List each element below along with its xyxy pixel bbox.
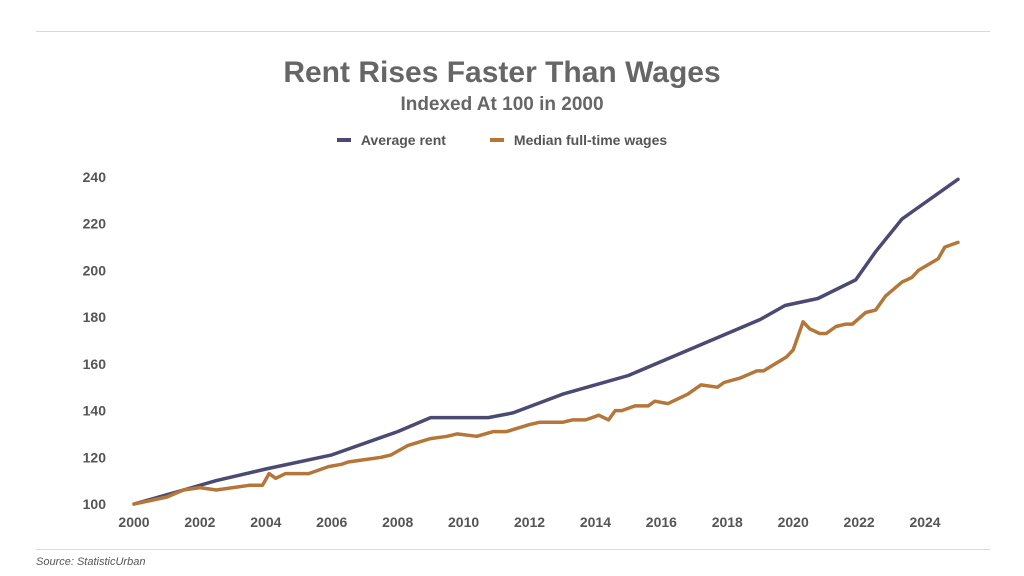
y-tick-label: 140 [83,403,107,419]
y-tick-label: 120 [83,449,107,465]
x-tick-label: 2022 [844,514,875,530]
chart-title: Rent Rises Faster Than Wages [283,56,721,89]
x-tick-label: 2024 [909,514,940,530]
x-tick-label: 2016 [646,514,677,530]
series-line-median-wages [132,240,960,506]
legend: Average rent Median full-time wages [0,132,1004,148]
x-tick-label: 2014 [580,514,611,530]
legend-item-median-wages: Median full-time wages [489,132,668,148]
y-tick-label: 220 [83,216,107,232]
y-tick-label: 240 [83,169,107,185]
legend-swatch-median-wages [489,138,504,142]
legend-swatch-average-rent [336,138,351,142]
y-tick-label: 100 [83,496,107,512]
y-axis: 100 120 140 160 180 200 220 240 [83,169,107,512]
x-tick-label: 2008 [382,514,413,530]
x-tick-label: 2018 [712,514,743,530]
x-tick-label: 2010 [448,514,479,530]
chart-subtitle: Indexed At 100 in 2000 [400,94,604,115]
top-divider [36,31,990,32]
y-tick-label: 180 [83,309,107,325]
plot-area [132,177,960,506]
y-tick-label: 160 [83,356,107,372]
x-tick-label: 2000 [118,514,149,530]
x-axis: 2000 2002 2004 2006 2008 2010 2012 2014 2016 2018… [118,514,940,530]
x-tick-label: 2006 [316,514,347,530]
y-tick-label: 200 [83,262,107,278]
x-tick-label: 2020 [778,514,809,530]
bottom-divider [36,549,990,550]
x-tick-label: 2012 [514,514,545,530]
series-line-average-rent [132,177,960,506]
x-tick-label: 2002 [184,514,215,530]
legend-item-average-rent: Average rent [336,132,446,148]
legend-label-average-rent: Average rent [360,132,446,148]
legend-label-median-wages: Median full-time wages [513,132,668,148]
source-note: Source: StatisticUrban [36,556,146,568]
x-tick-label: 2004 [250,514,281,530]
